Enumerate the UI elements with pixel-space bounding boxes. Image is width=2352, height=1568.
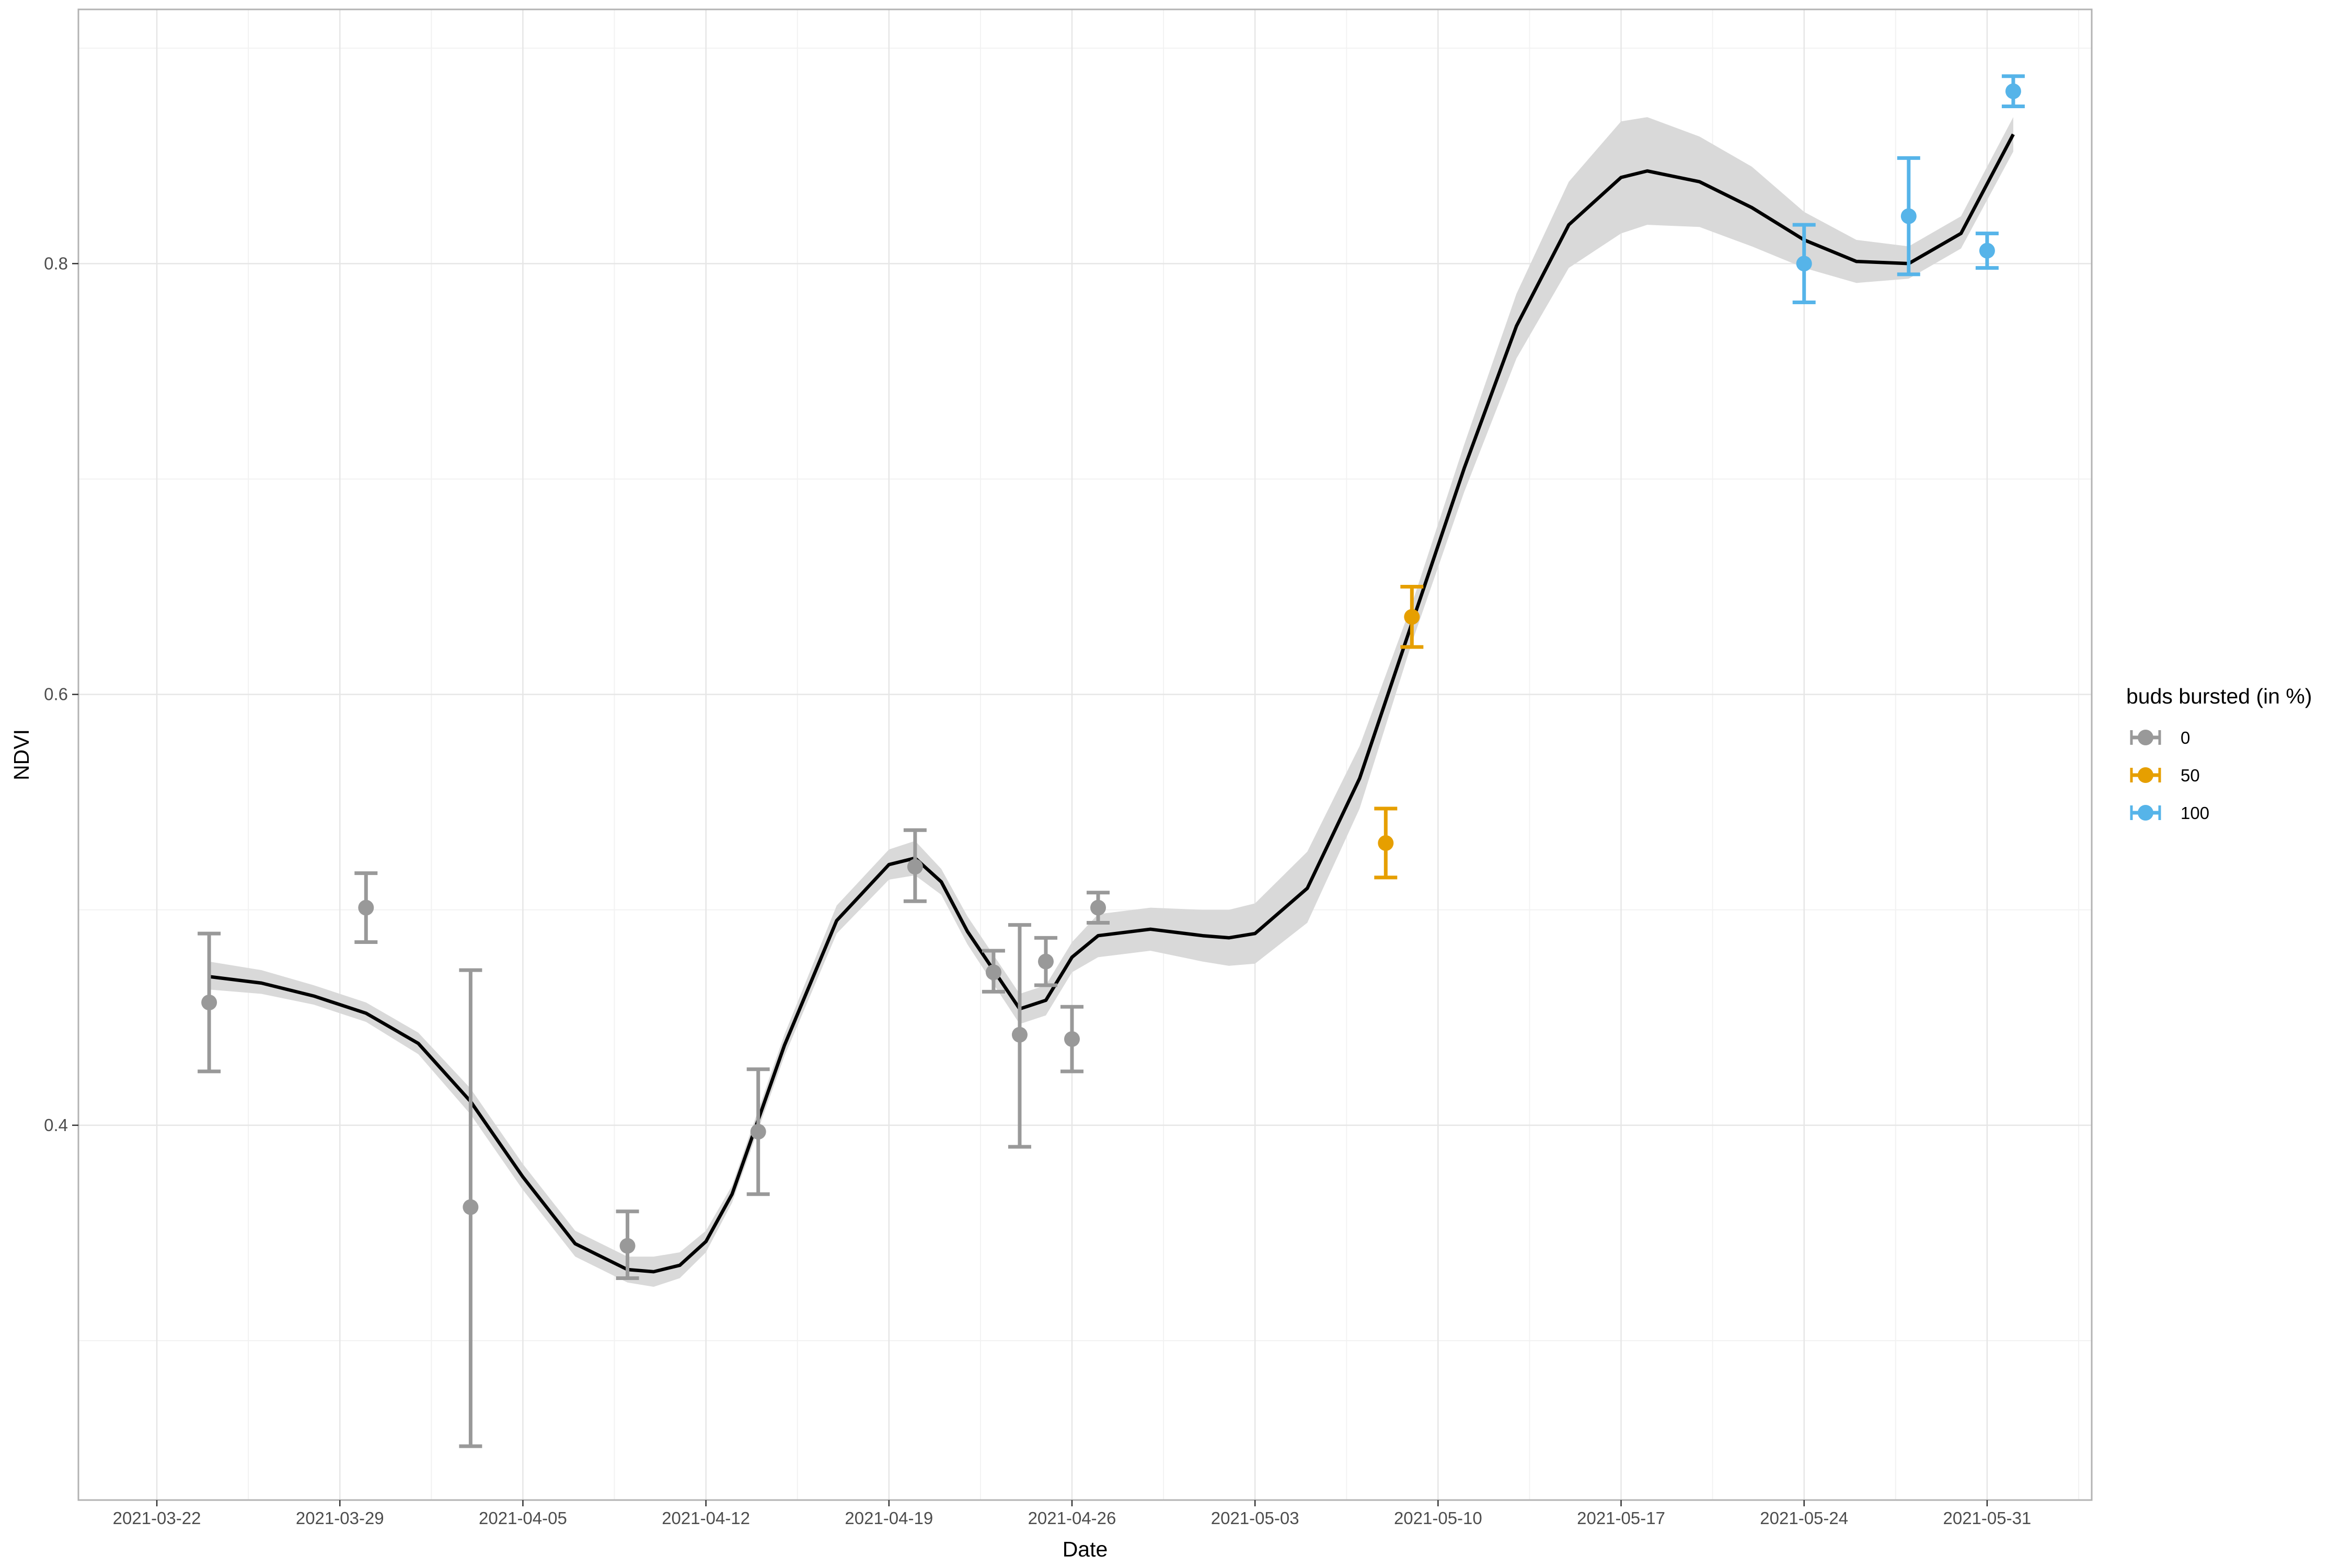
x-axis-title: Date [1063,1537,1108,1561]
legend-key-point [2138,730,2153,745]
x-tick-label: 2021-05-24 [1760,1508,1848,1528]
data-point [1064,1031,1080,1047]
x-tick-label: 2021-04-19 [845,1508,933,1528]
x-tick-label: 2021-05-10 [1394,1508,1482,1528]
data-point [619,1238,636,1254]
point-layer [201,83,2021,1254]
x-tick-label: 2021-04-12 [662,1508,750,1528]
x-tick-label: 2021-05-31 [1943,1508,2031,1528]
x-tick-label: 2021-03-29 [296,1508,384,1528]
x-tick-label: 2021-05-03 [1211,1508,1299,1528]
data-point [1011,1027,1028,1043]
x-tick-label: 2021-05-17 [1577,1508,1665,1528]
legend-title: buds bursted (in %) [2126,684,2312,708]
data-point [1900,208,1917,224]
data-point [985,964,1001,981]
legend: buds bursted (in %) 0 50 100 [2126,684,2312,823]
legend-label: 0 [2181,728,2190,747]
x-tick-label: 2021-04-05 [479,1508,567,1528]
y-axis-title: NDVI [9,729,33,780]
data-point [1378,835,1394,851]
y-tick-label: 0.6 [44,685,68,704]
major-gridlines [78,9,2092,1500]
data-point [1037,953,1054,970]
x-tick-label: 2021-03-22 [113,1508,201,1528]
legend-keys: 0 50 100 [2130,728,2209,823]
data-point [907,859,923,875]
minor-gridlines [78,9,2092,1500]
confidence-ribbon [209,117,2013,1287]
data-point [2005,83,2021,99]
legend-label: 100 [2181,803,2209,823]
data-point [358,900,374,916]
data-point [750,1124,766,1140]
legend-key-point [2138,767,2153,783]
data-point [1090,900,1106,916]
smooth-line [209,133,2015,1274]
data-point [201,994,217,1010]
legend-key-point [2138,805,2153,821]
y-tick-label: 0.8 [44,253,68,273]
x-tick-label: 2021-04-26 [1028,1508,1116,1528]
data-point [463,1199,479,1215]
data-point [1404,609,1420,625]
data-point [1979,243,1995,259]
errorbar-layer [198,74,2025,1448]
legend-label: 50 [2181,766,2200,785]
panel-border [77,8,2093,1501]
y-axis-ticks: 0.4 0.6 0.8 [44,253,78,1135]
data-point [1796,256,1812,272]
x-axis-ticks: 2021-03-22 2021-03-29 2021-04-05 2021-04-12… [113,1500,2031,1528]
smooth-ribbon-layer [209,117,2013,1287]
smooth-line-layer [209,133,2015,1274]
y-tick-label: 0.4 [44,1115,68,1135]
